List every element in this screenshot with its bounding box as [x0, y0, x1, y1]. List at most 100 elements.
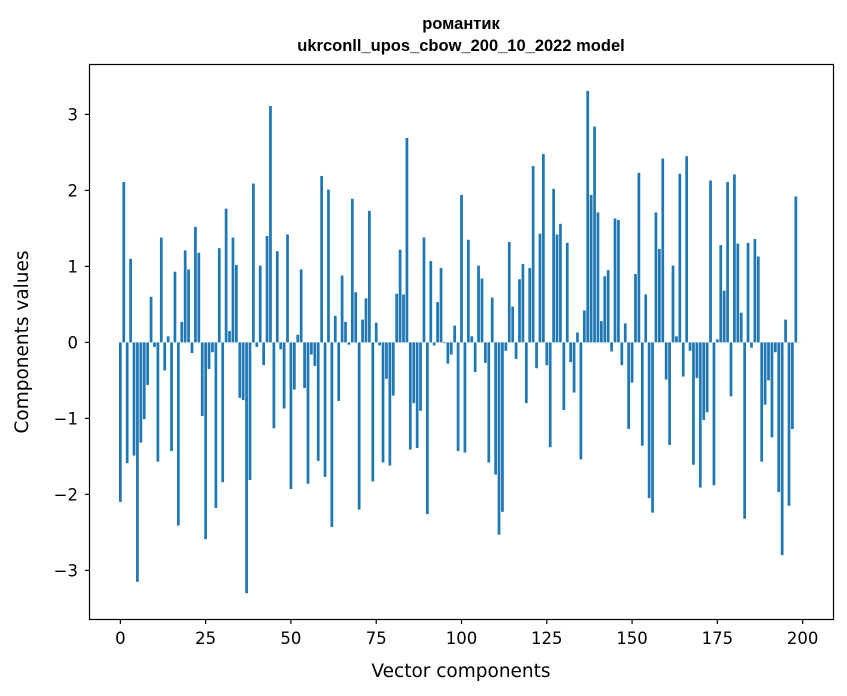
bar — [548, 342, 552, 448]
bar — [415, 342, 419, 449]
bar — [378, 342, 381, 346]
bar — [173, 271, 177, 343]
bar — [460, 194, 463, 343]
bar — [473, 342, 477, 373]
bar — [234, 264, 238, 343]
bar — [606, 270, 610, 343]
bar — [480, 278, 484, 343]
bar — [695, 342, 699, 379]
bar — [136, 342, 139, 582]
bar — [504, 342, 508, 351]
bar — [463, 342, 467, 453]
bar — [248, 342, 252, 480]
y-tick-label: −1 — [54, 409, 78, 428]
bar — [572, 342, 576, 393]
bar — [678, 173, 682, 343]
bar — [221, 342, 225, 483]
x-tick-label: 0 — [115, 629, 126, 648]
bar — [664, 342, 668, 380]
y-axis-ticks: −3 −2 −1 0 1 2 3 — [54, 105, 90, 580]
bar — [746, 242, 750, 343]
bar — [760, 342, 764, 462]
bar — [784, 319, 787, 343]
bar — [586, 90, 590, 343]
bar — [743, 342, 747, 519]
bar — [385, 342, 388, 379]
x-axis-ticks: 0 25 50 75 100 125 150 175 200 — [115, 619, 818, 648]
bar — [545, 342, 549, 366]
bar — [323, 342, 327, 477]
bar — [443, 342, 446, 344]
bar — [436, 302, 439, 343]
bar — [279, 342, 283, 350]
bar — [542, 153, 545, 343]
bar — [712, 342, 716, 486]
bar — [282, 342, 286, 409]
bar — [630, 342, 634, 383]
bar — [497, 342, 501, 535]
x-tick-label: 100 — [446, 629, 478, 648]
bar — [200, 342, 204, 417]
bar — [511, 306, 515, 343]
bar — [439, 267, 443, 343]
bar — [569, 342, 573, 363]
bar — [310, 342, 313, 355]
bar — [698, 342, 702, 488]
bar — [582, 310, 586, 343]
y-tick-label: 0 — [68, 333, 79, 352]
x-tick-label: 150 — [616, 629, 648, 648]
bar — [241, 342, 245, 401]
bar — [187, 269, 190, 343]
bar — [514, 342, 518, 360]
bar — [211, 342, 214, 353]
bar — [214, 342, 218, 509]
bar — [159, 237, 163, 343]
bar — [613, 218, 617, 343]
bar — [412, 342, 416, 404]
bar — [470, 336, 474, 343]
bar — [671, 265, 675, 343]
bar — [559, 223, 562, 343]
bar — [521, 264, 525, 343]
bar — [149, 296, 153, 343]
bar — [275, 251, 279, 343]
y-tick-label: −2 — [54, 485, 78, 504]
bar — [231, 237, 235, 343]
bar — [773, 342, 777, 353]
bar — [589, 194, 593, 343]
bar — [176, 342, 180, 526]
bar — [733, 174, 736, 343]
bar — [739, 312, 743, 343]
bar — [194, 226, 197, 343]
bar — [634, 273, 637, 343]
bar — [316, 342, 320, 461]
bar — [661, 158, 665, 343]
bar — [719, 245, 723, 343]
bar — [668, 342, 671, 445]
bar — [374, 322, 378, 343]
bar — [562, 342, 566, 411]
bar — [217, 248, 221, 343]
bar — [183, 250, 187, 343]
bar — [756, 256, 760, 343]
y-tick-label: −3 — [54, 561, 78, 580]
bar — [736, 243, 740, 343]
bar — [395, 293, 399, 343]
bar — [466, 239, 470, 343]
bar — [313, 342, 317, 366]
bar — [600, 321, 603, 343]
bar — [344, 321, 347, 343]
bar — [477, 265, 480, 343]
bar — [320, 175, 323, 343]
bar — [555, 234, 559, 343]
bar — [163, 342, 167, 371]
bar — [289, 342, 293, 490]
bar — [340, 275, 344, 343]
bar — [303, 342, 306, 388]
bar — [565, 242, 569, 343]
bar — [610, 342, 613, 352]
plot-frame — [88, 63, 835, 621]
bar — [398, 249, 402, 343]
bar — [647, 342, 651, 499]
bar — [528, 267, 532, 343]
